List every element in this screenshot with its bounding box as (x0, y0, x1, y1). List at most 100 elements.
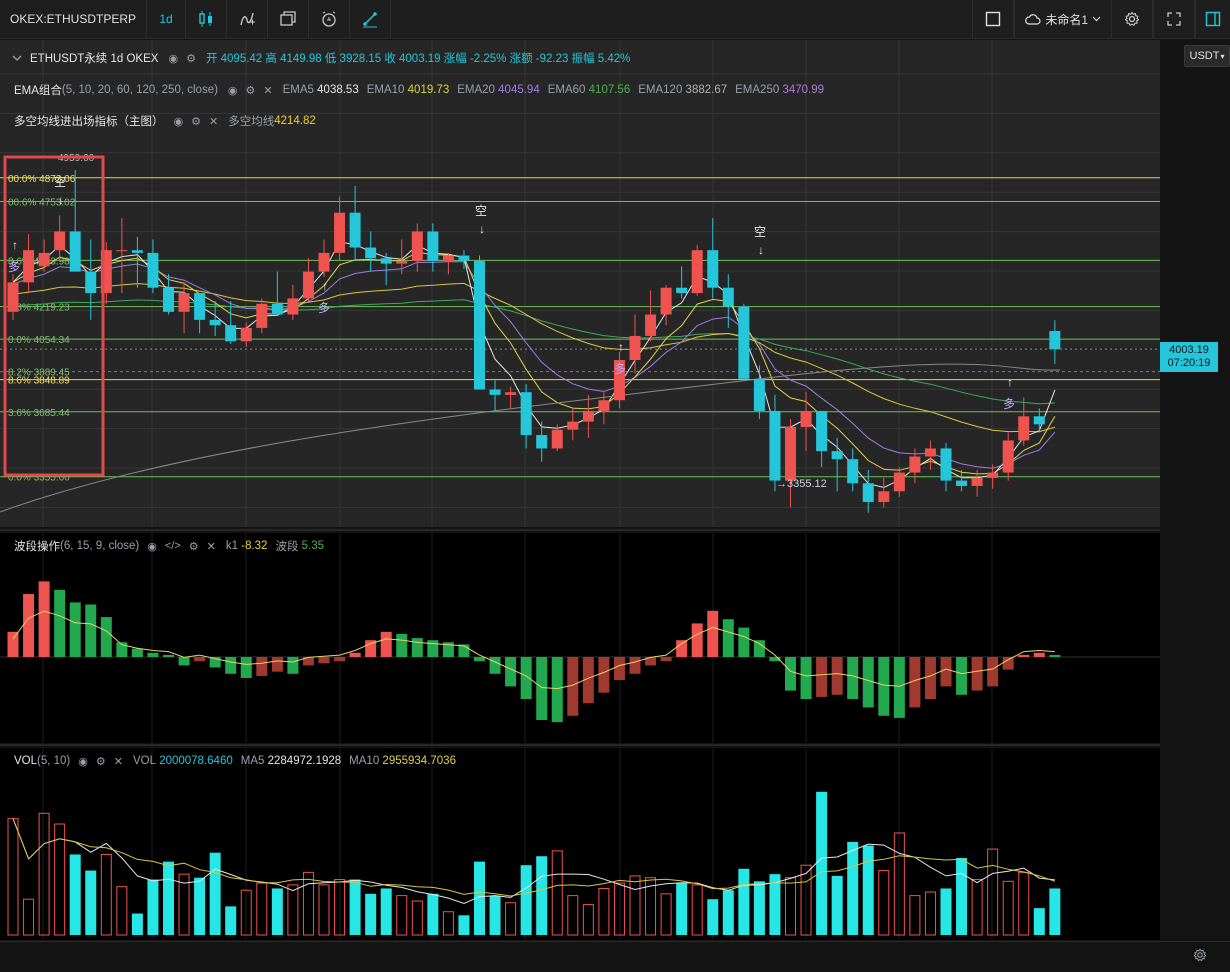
candle-body (800, 410, 812, 428)
compare-button[interactable] (268, 0, 310, 38)
candle-body (7, 282, 19, 312)
vol-params: (5, 10) (37, 755, 71, 767)
long-signal-arrow: ↑ (1007, 375, 1013, 389)
top-toolbar: OKEX:ETHUSDTPERP 1d 未命名1 (0, 0, 1230, 39)
volume-bar (1049, 888, 1061, 935)
chevron-down-icon[interactable] (12, 55, 22, 62)
code-icon[interactable]: </> (164, 540, 181, 552)
expand-button[interactable] (1153, 0, 1195, 38)
ema120-value: 3882.67 (685, 84, 728, 96)
candle-body (707, 250, 719, 288)
candlestick-icon (199, 11, 213, 27)
candle-body (1049, 331, 1061, 350)
price-scale[interactable] (1160, 40, 1230, 940)
osc-histogram-bar (831, 657, 843, 695)
close-icon[interactable]: ✕ (206, 540, 216, 553)
symbol-search-button[interactable]: OKEX:ETHUSDTPERP (0, 0, 148, 38)
chevron-down-icon (1092, 16, 1101, 22)
gear-icon[interactable] (1193, 948, 1207, 962)
volume-bar (551, 850, 563, 936)
k1-label: k1 (225, 540, 239, 552)
volume-bar (302, 871, 314, 936)
osc-histogram-bar (54, 589, 66, 657)
candlestick-type-button[interactable] (186, 0, 228, 38)
gear-icon[interactable]: ⚙ (191, 115, 201, 128)
alert-button[interactable] (309, 0, 351, 38)
osc-histogram-bar (924, 657, 936, 699)
candle-body (427, 231, 439, 261)
osc-histogram-bar (893, 657, 905, 718)
candle-body (38, 252, 50, 267)
gear-icon[interactable]: ⚙ (245, 84, 256, 97)
volume-bar (318, 884, 330, 936)
osc-histogram-bar (116, 642, 128, 657)
eye-icon[interactable]: ◉ (78, 755, 88, 768)
time-scale[interactable] (0, 941, 1230, 972)
drawing-tools-button[interactable] (350, 0, 392, 38)
candle-body (582, 410, 594, 422)
osc-histogram-bar (7, 631, 19, 657)
eye-icon[interactable]: ◉ (173, 115, 184, 128)
volume-bar (520, 865, 532, 935)
osc-histogram-bar (536, 657, 548, 720)
fib-level-label: 1.8% 4219.23 (8, 303, 70, 314)
candle-body (1002, 440, 1014, 473)
candle-body (271, 303, 283, 315)
volume-bar (613, 882, 625, 936)
eye-icon[interactable]: ◉ (227, 84, 238, 97)
osc-histogram-bar (582, 657, 594, 704)
currency-select[interactable]: USDT ▾ (1184, 45, 1230, 67)
osc-histogram-bar (987, 657, 999, 687)
candle-body (100, 250, 112, 294)
volume-bar (909, 895, 921, 936)
side-panel-button[interactable] (1195, 0, 1230, 38)
close-icon[interactable]: ✕ (208, 115, 219, 128)
indicators-button[interactable] (227, 0, 269, 38)
volume-bar (598, 887, 610, 936)
square-icon (986, 11, 1001, 27)
osc-histogram-bar (38, 581, 50, 657)
gear-icon (1124, 11, 1140, 26)
eye-icon[interactable]: ◉ (168, 52, 179, 65)
layout-menu-button[interactable]: 未命名1 (1014, 0, 1111, 38)
candle-body (194, 293, 206, 320)
volume-bar (116, 886, 128, 936)
osc-histogram-bar (287, 657, 299, 674)
chart-area[interactable]: 5400.005200.005000.004800.004600.004400.… (0, 40, 1160, 970)
osc-histogram-bar (800, 657, 812, 699)
gear-icon[interactable]: ⚙ (186, 52, 196, 65)
volume-bar (582, 904, 594, 936)
candle-body (816, 410, 828, 452)
gear-icon[interactable]: ⚙ (188, 540, 199, 553)
ema-long-short-line (12, 282, 1056, 433)
long-signal-arrow: ↑ (322, 279, 328, 293)
vol-ma5-line (12, 818, 1055, 905)
osc-histogram-bar (722, 619, 734, 657)
eye-icon[interactable]: ◉ (147, 540, 157, 553)
settings-button[interactable] (1111, 0, 1153, 38)
candle-body (1033, 416, 1045, 425)
volume-bar (442, 911, 454, 936)
osc-histogram-bar (769, 657, 781, 662)
volume-bar (163, 861, 174, 935)
osc-histogram-bar (194, 657, 206, 662)
fullscreen-chart-button[interactable] (972, 0, 1015, 38)
volume-bar (1033, 908, 1045, 935)
volume-bar (567, 895, 579, 936)
gear-icon[interactable]: ⚙ (95, 755, 106, 768)
interval-button[interactable]: 1d (147, 0, 187, 38)
osc-histogram-bar (442, 642, 454, 657)
close-icon[interactable]: ✕ (113, 755, 123, 768)
long-short-legend: 多空均线进出场指标（主图） ◉ ⚙ ✕ 多空均线 4214.82 (14, 110, 316, 132)
fib-level-label: 0.0% 4054.34 (8, 335, 70, 346)
long-signal-label: 多 (318, 301, 330, 315)
chart-canvas[interactable]: 5400.005200.005000.004800.004600.004400.… (0, 40, 1160, 941)
candle-body (676, 287, 688, 294)
candle-body (178, 293, 190, 312)
candle-body (85, 271, 97, 294)
candle-body (380, 258, 392, 264)
candle-body (302, 271, 314, 299)
volume-bar (349, 879, 361, 935)
layout-name: 未命名1 (1045, 12, 1088, 27)
close-icon[interactable]: ✕ (263, 84, 273, 97)
